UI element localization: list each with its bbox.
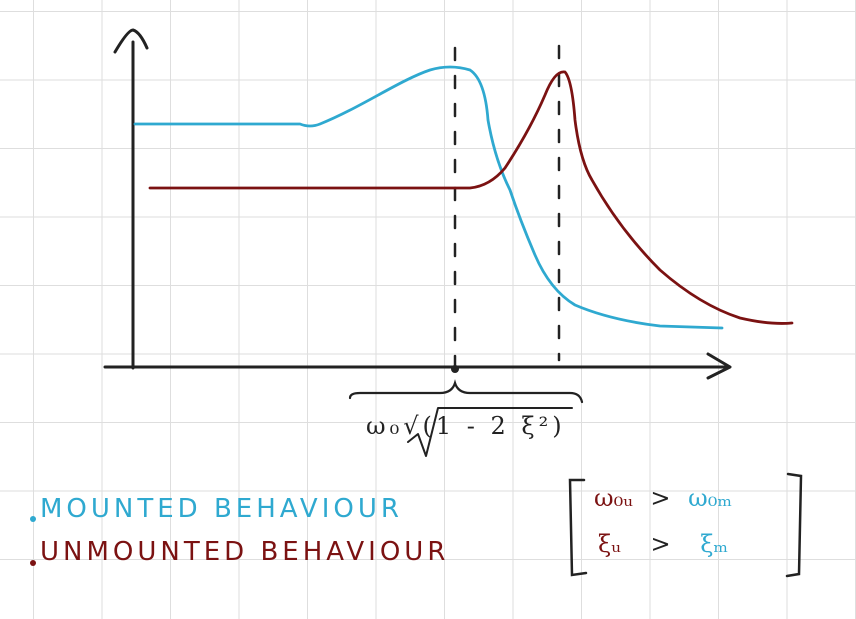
x-axis-point <box>451 365 459 373</box>
sqrt-symbol <box>407 407 573 457</box>
unmounted-curve <box>148 70 794 325</box>
relations-left-bracket <box>568 478 588 577</box>
relation-right-damping: ξₘ <box>700 530 729 558</box>
y-axis-arrowhead <box>113 28 149 54</box>
legend-label-unmounted: UNMOUNTED BEHAVIOUR <box>40 537 450 567</box>
dashed-markers <box>453 44 561 370</box>
relation-left-frequency: ω₀ᵤ <box>594 484 633 512</box>
frequency-brace <box>348 379 584 404</box>
relation-op-frequency: > <box>650 484 671 512</box>
relation-row-frequency: ω₀ᵤ > ω₀ₘ <box>594 484 732 512</box>
relation-row-damping: ξᵤ > ξₘ <box>598 530 728 558</box>
relations: ω₀ᵤ > ω₀ₘ ξᵤ > ξₘ <box>594 484 784 574</box>
legend-dot-unmounted <box>30 560 36 566</box>
relation-op-damping: > <box>650 530 671 558</box>
relation-right-frequency: ω₀ₘ <box>688 484 733 512</box>
relations-right-bracket <box>785 472 803 578</box>
relation-left-damping: ξᵤ <box>598 530 621 558</box>
resonance-formula: ω₀√(1 - 2 ξ²) <box>366 412 566 440</box>
axes <box>103 28 732 380</box>
legend-label-mounted: MOUNTED BEHAVIOUR <box>40 494 403 524</box>
legend-dot-mounted <box>30 516 36 522</box>
x-axis-arrowhead <box>706 352 732 380</box>
mounted-curve <box>133 65 724 330</box>
